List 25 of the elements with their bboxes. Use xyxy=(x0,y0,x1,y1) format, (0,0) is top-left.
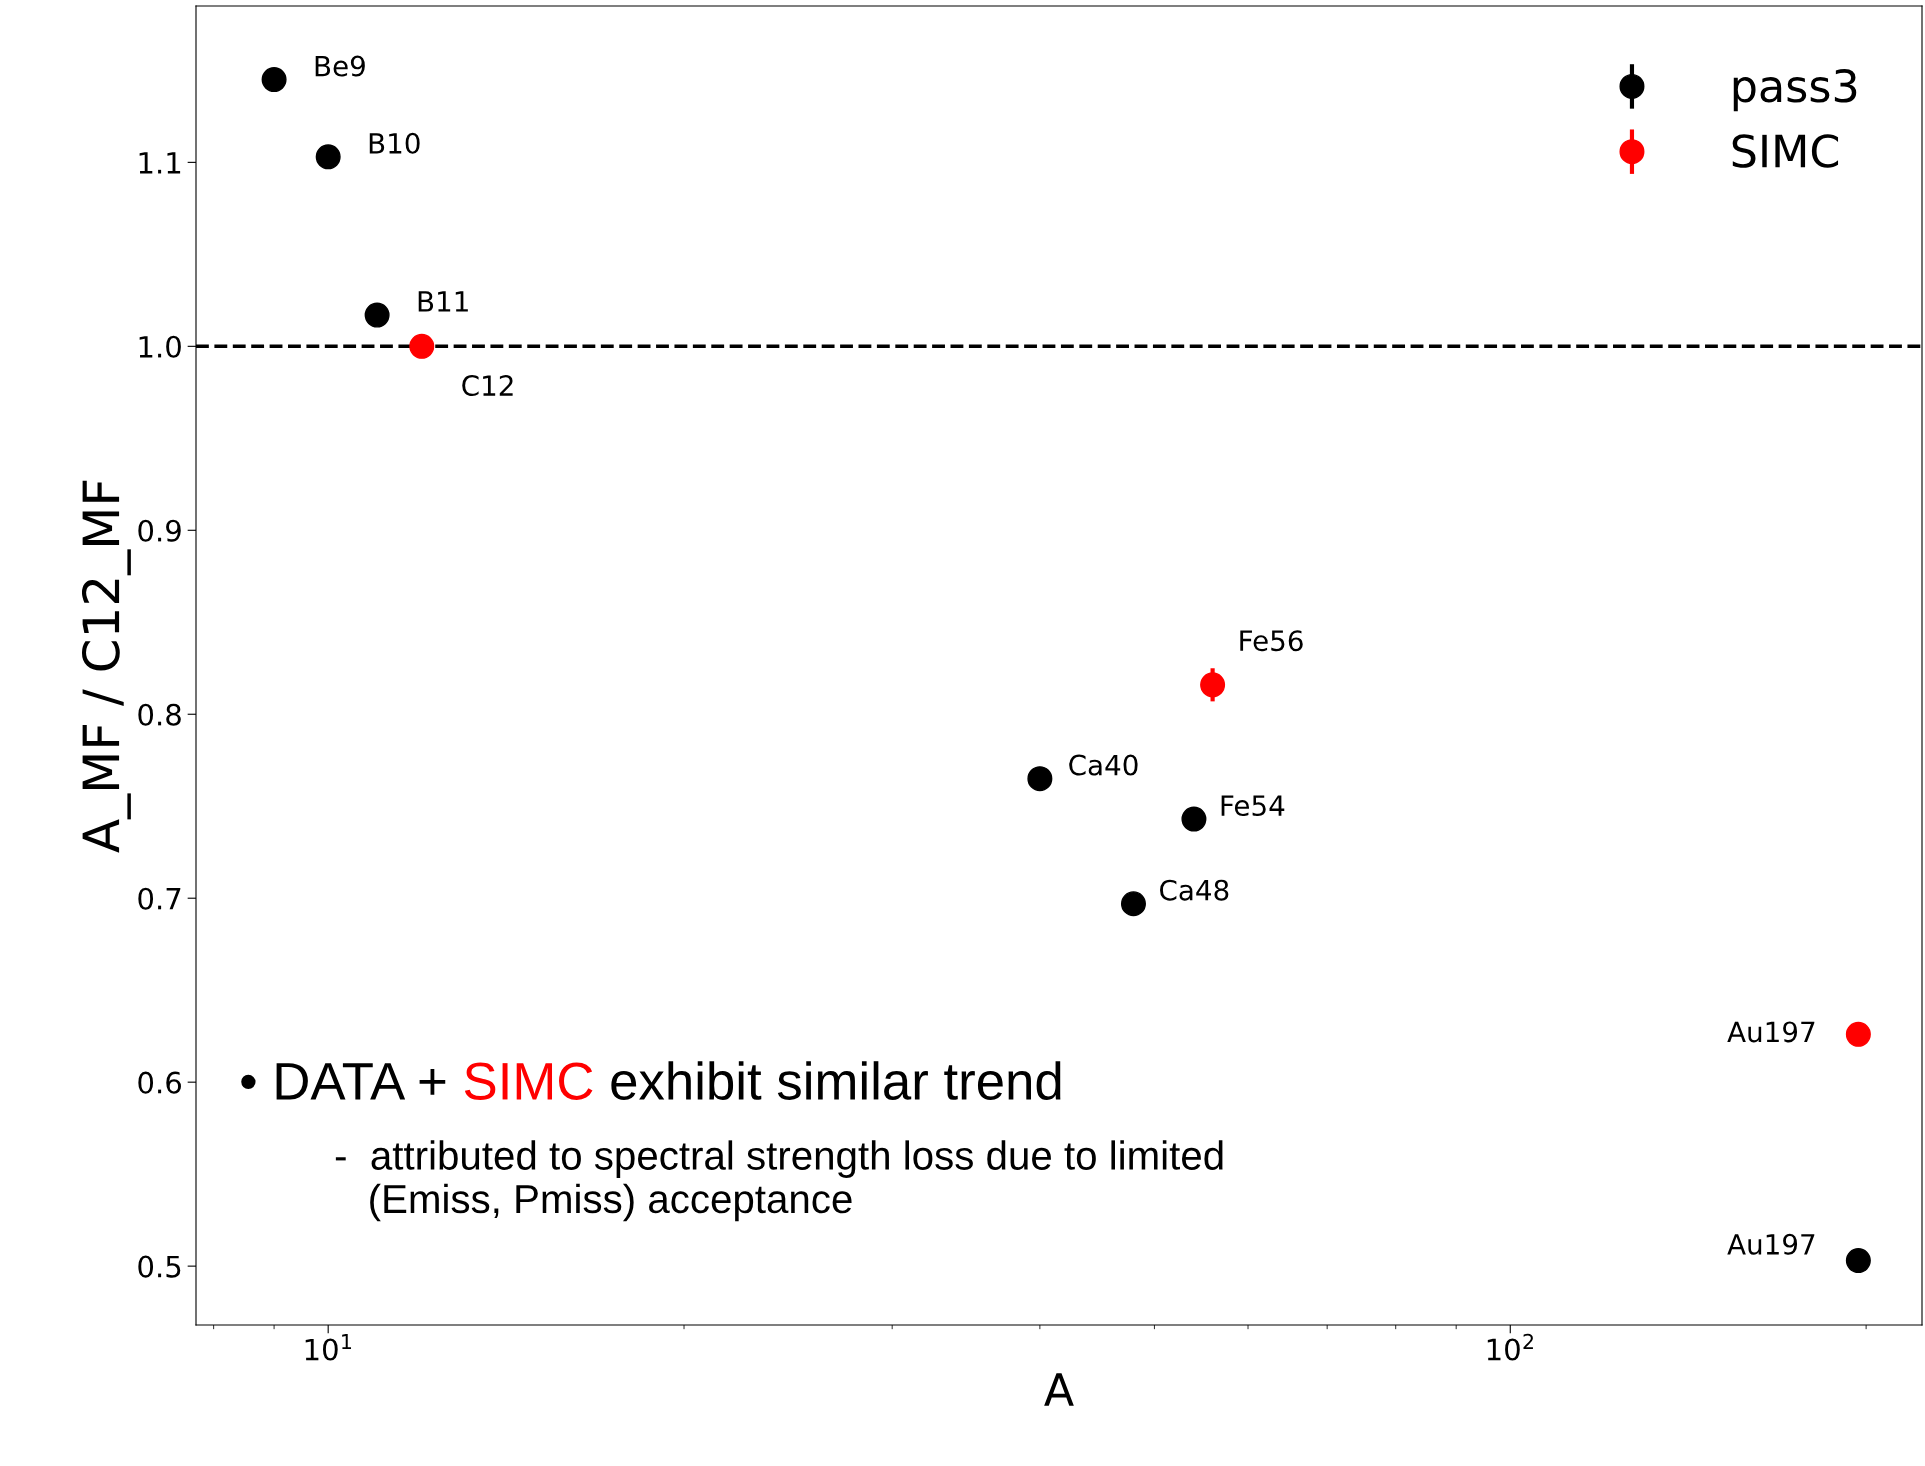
annotation: Au197 xyxy=(1727,1233,1815,1255)
y-tick-label: 0.5 xyxy=(138,1255,181,1278)
annotation: Fe54 xyxy=(1221,795,1285,817)
legend-label: SIMC xyxy=(1732,134,1839,168)
annotation: - attributed to spectral strength loss due to limited (Emiss, Pmiss) acceptance xyxy=(335,1140,1223,1222)
annotation: Ca40 xyxy=(1069,754,1138,776)
y-axis-title: A_MF / C12_MF xyxy=(81,480,131,853)
annotation: • DATA + SIMC exhibit similar trend xyxy=(241,1061,1061,1100)
annotation: B10 xyxy=(369,132,420,154)
y-tick-label: 0.9 xyxy=(138,519,181,542)
y-tick-label: 1.1 xyxy=(139,152,181,174)
annotation: Fe56 xyxy=(1240,630,1303,652)
x-axis-title: A xyxy=(1044,1373,1074,1406)
legend-label: pass3 xyxy=(1733,69,1857,112)
y-tick-label: 0.7 xyxy=(138,887,181,910)
annotation: C12 xyxy=(462,375,513,397)
annotation: Au197 xyxy=(1727,1021,1815,1043)
x-tick-label: 10$^{2}$ xyxy=(1487,1333,1533,1361)
x-tick-label: 10$^{1}$ xyxy=(305,1334,352,1361)
y-tick-label: 0.6 xyxy=(138,1071,181,1094)
y-tick-label: 0.8 xyxy=(138,703,181,726)
annotation: Be9 xyxy=(315,55,365,77)
y-tick-label: 1.0 xyxy=(139,335,181,358)
annotation: B11 xyxy=(418,291,468,312)
annotation: Ca48 xyxy=(1160,879,1229,901)
